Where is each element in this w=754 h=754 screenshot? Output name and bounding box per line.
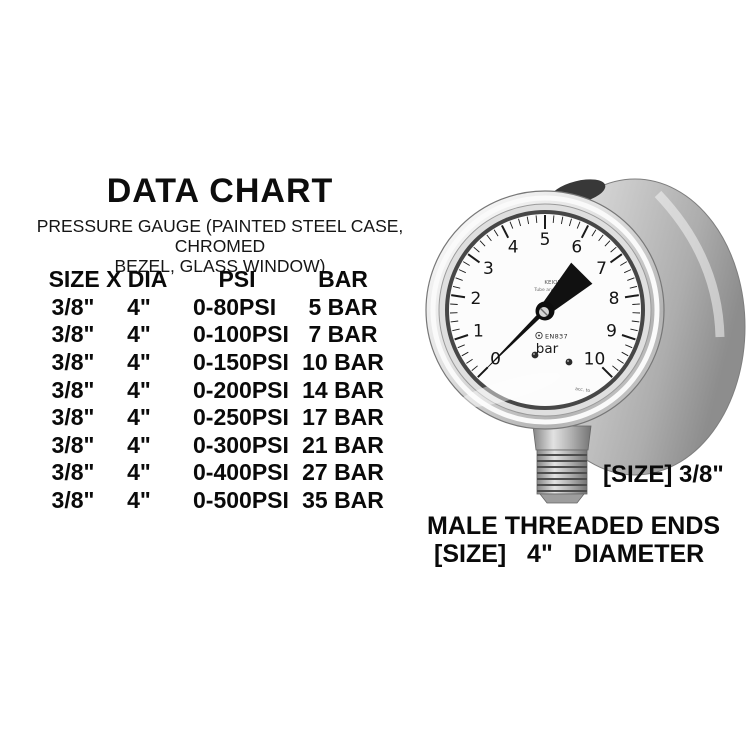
dial-unit-label: bar	[536, 341, 559, 357]
cell-dia: 4"	[127, 321, 151, 348]
cell-bar: 35 BAR	[302, 487, 384, 514]
dial-certification-mark-dot	[538, 334, 540, 337]
cell-bar: 5 BAR	[308, 293, 378, 320]
gauge-needle	[478, 308, 547, 377]
cell-psi: 0-150PSI	[193, 349, 289, 376]
cell-psi: 0-80PSI	[193, 293, 277, 320]
thread-tip	[539, 493, 585, 504]
dial-number-8: 8	[609, 289, 620, 309]
page-title: DATA CHART	[106, 172, 334, 210]
col-header-psi: PSI	[218, 266, 256, 293]
dial-number-4: 4	[508, 238, 519, 258]
title-block: DATA CHART	[25, 172, 415, 211]
cell-bar: 7 BAR	[308, 321, 378, 348]
dial-number-1: 1	[473, 322, 484, 342]
cell-dia: 4"	[127, 404, 151, 431]
dial-screw-right-glint	[566, 359, 570, 363]
cell-bar: 17 BAR	[302, 404, 384, 431]
cell-size: 3/8"	[51, 293, 95, 320]
dial-screw-right	[565, 358, 573, 366]
cell-dia: 4"	[127, 431, 151, 458]
dial-number-6: 6	[571, 238, 582, 258]
cell-size: 3/8"	[51, 349, 95, 376]
dial-brand-line-1: KEION	[544, 280, 561, 286]
dial-number-9: 9	[606, 322, 617, 342]
diameter-label: [SIZE] 4" DIAMETER	[434, 540, 705, 568]
cell-size: 3/8"	[51, 321, 95, 348]
dial-acc-note: acc. to	[575, 386, 591, 394]
dial-number-7: 7	[596, 259, 607, 279]
gauge-photo: 0 1 2 3 4 5 6 7 8 9 10 KEION Tube and Br…	[425, 178, 746, 504]
cell-dia: 4"	[127, 376, 151, 403]
subtitle-line-2: BEZEL, GLASS WINDOW)	[114, 256, 326, 276]
dial-standard-label: EN837	[545, 333, 568, 341]
page-subtitle: PRESSURE GAUGE (PAINTED STEEL CASE, CHRO…	[25, 216, 415, 276]
cell-dia: 4"	[127, 459, 151, 486]
cell-psi: 0-400PSI	[193, 459, 289, 486]
cell-bar: 10 BAR	[302, 349, 384, 376]
cell-psi: 0-300PSI	[193, 431, 289, 458]
cell-psi: 0-250PSI	[193, 404, 289, 431]
male-threaded-ends-label: MALE THREADED ENDS	[427, 512, 721, 540]
spec-table: SIZE X DIA PSI BAR 3/8" 4" 0-80PSI 5 BAR…	[42, 266, 386, 514]
subtitle-line-1: PRESSURE GAUGE (PAINTED STEEL CASE, CHRO…	[36, 216, 404, 256]
dial-number-10: 10	[584, 350, 606, 370]
cell-bar: 27 BAR	[302, 459, 384, 486]
glass-reflection	[456, 372, 560, 408]
col-header-bar: BAR	[318, 266, 368, 293]
cell-dia: 4"	[127, 293, 151, 320]
dial-number-5: 5	[540, 230, 551, 250]
dial-number-3: 3	[483, 259, 494, 279]
dial-certification-mark-icon	[535, 331, 543, 340]
thread-collar	[532, 425, 592, 451]
thread-ridges	[537, 453, 587, 493]
cell-size: 3/8"	[51, 376, 95, 403]
cell-size: 3/8"	[51, 431, 95, 458]
dial-screw-left	[531, 351, 539, 359]
dial-number-2: 2	[470, 289, 481, 309]
cell-size: 3/8"	[51, 487, 95, 514]
cell-size: 3/8"	[51, 459, 95, 486]
cell-psi: 0-200PSI	[193, 376, 289, 403]
cell-size: 3/8"	[51, 404, 95, 431]
cell-psi: 0-500PSI	[193, 487, 289, 514]
hub-screw-slot	[540, 308, 548, 316]
cell-dia: 4"	[127, 487, 151, 514]
cell-bar: 14 BAR	[302, 376, 384, 403]
cell-bar: 21 BAR	[302, 431, 384, 458]
bezel-highlight-ring	[430, 195, 660, 425]
cell-psi: 0-100PSI	[193, 321, 289, 348]
col-header-size-dia: SIZE X DIA	[48, 266, 168, 293]
thread-size-label: [SIZE] 3/8"	[603, 461, 724, 488]
needle-tail	[540, 262, 593, 315]
dial-screw-left-glint	[532, 352, 536, 356]
case-highlight	[654, 190, 725, 338]
cell-dia: 4"	[127, 349, 151, 376]
